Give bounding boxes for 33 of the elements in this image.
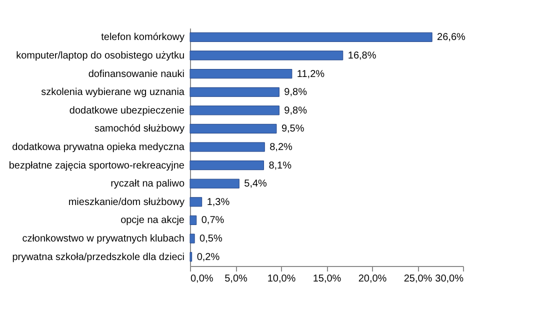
- y-tick-label: szkolenia wybierane wg uznania: [41, 87, 185, 98]
- x-tick-label: 0,0%: [190, 274, 214, 284]
- x-tick-label: 15,0%: [312, 274, 342, 284]
- data-label: 8,1%: [268, 160, 292, 172]
- data-label: 16,8%: [348, 50, 376, 62]
- data-label: 0,5%: [200, 234, 222, 245]
- y-tick-label: prywatna szkoła/przedszkole dla dzieci: [12, 252, 184, 263]
- data-label: 26,6%: [437, 32, 466, 44]
- y-tick-label: samochód służbowy: [94, 124, 184, 135]
- y-tick-label: członkowstwo w prywatnych klubach: [22, 234, 184, 245]
- x-tick-label: 30,0%: [435, 274, 464, 284]
- data-label: 9,5%: [281, 124, 304, 135]
- y-tick-label: ryczałt na paliwo: [110, 178, 185, 190]
- data-label: 9,8%: [284, 87, 308, 98]
- x-tick-label: 5,0%: [224, 274, 248, 284]
- x-tick-label: 25,0%: [404, 274, 432, 284]
- y-tick-label: dodatkowe ubezpieczenie: [69, 105, 185, 116]
- data-label: 1,3%: [206, 196, 230, 208]
- x-tick-label: 10,0%: [267, 274, 296, 284]
- x-tick-label: 20,0%: [358, 274, 387, 284]
- y-tick-label: komputer/laptop do osobistego użytku: [16, 50, 184, 62]
- data-label: 8,2%: [270, 142, 293, 153]
- y-tick-label: bezpłatne zajęcia sportowo-rekreacyjne: [8, 160, 185, 172]
- data-label: 5,4%: [244, 178, 268, 190]
- data-label: 11,2%: [296, 68, 325, 80]
- y-tick-label: telefon komórkowy: [101, 32, 184, 44]
- y-tick-label: dofinansowanie nauki: [88, 68, 184, 80]
- data-label: 9,8%: [284, 105, 308, 116]
- data-label: 0,7%: [201, 215, 224, 226]
- y-tick-label: opcje na akcje: [120, 215, 185, 226]
- y-tick-label: mieszkanie/dom służbowy: [68, 196, 184, 208]
- data-label: 0,2%: [196, 252, 220, 263]
- y-tick-label: dodatkowa prywatna opieka medyczna: [12, 142, 185, 153]
